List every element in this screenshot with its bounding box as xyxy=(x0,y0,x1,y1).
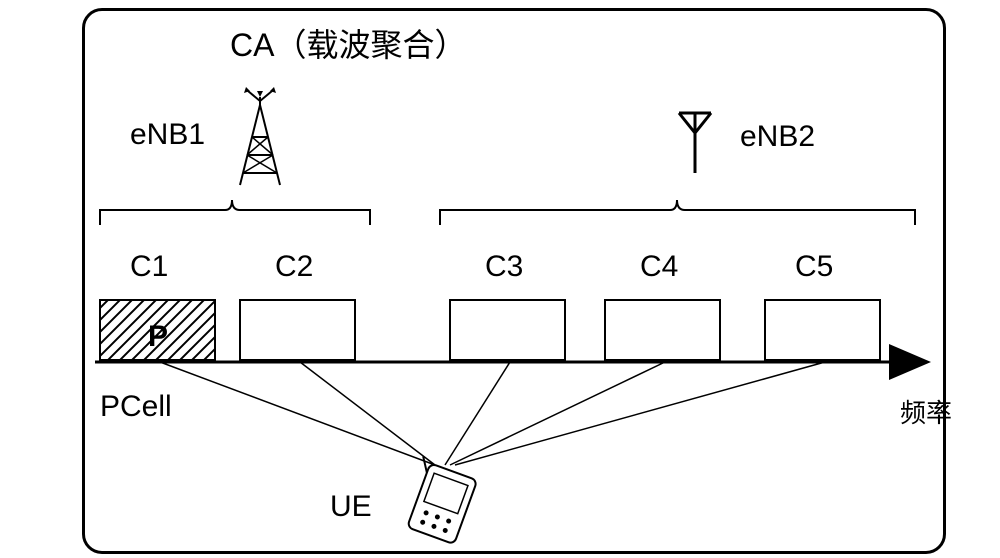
enb2-antenna-icon xyxy=(679,113,711,173)
carrier-c3-box xyxy=(450,300,565,360)
diagram-svg xyxy=(0,0,1000,558)
enb1-tower-icon xyxy=(240,87,280,185)
enb1-brace xyxy=(100,200,370,225)
carrier-c5-box xyxy=(765,300,880,360)
pcell-p-letter: P xyxy=(148,320,168,354)
carrier-c4-box xyxy=(605,300,720,360)
enb2-brace xyxy=(440,200,915,225)
carrier-ue-links xyxy=(160,362,825,465)
ue-device-icon xyxy=(399,456,479,544)
carrier-c2-box xyxy=(240,300,355,360)
